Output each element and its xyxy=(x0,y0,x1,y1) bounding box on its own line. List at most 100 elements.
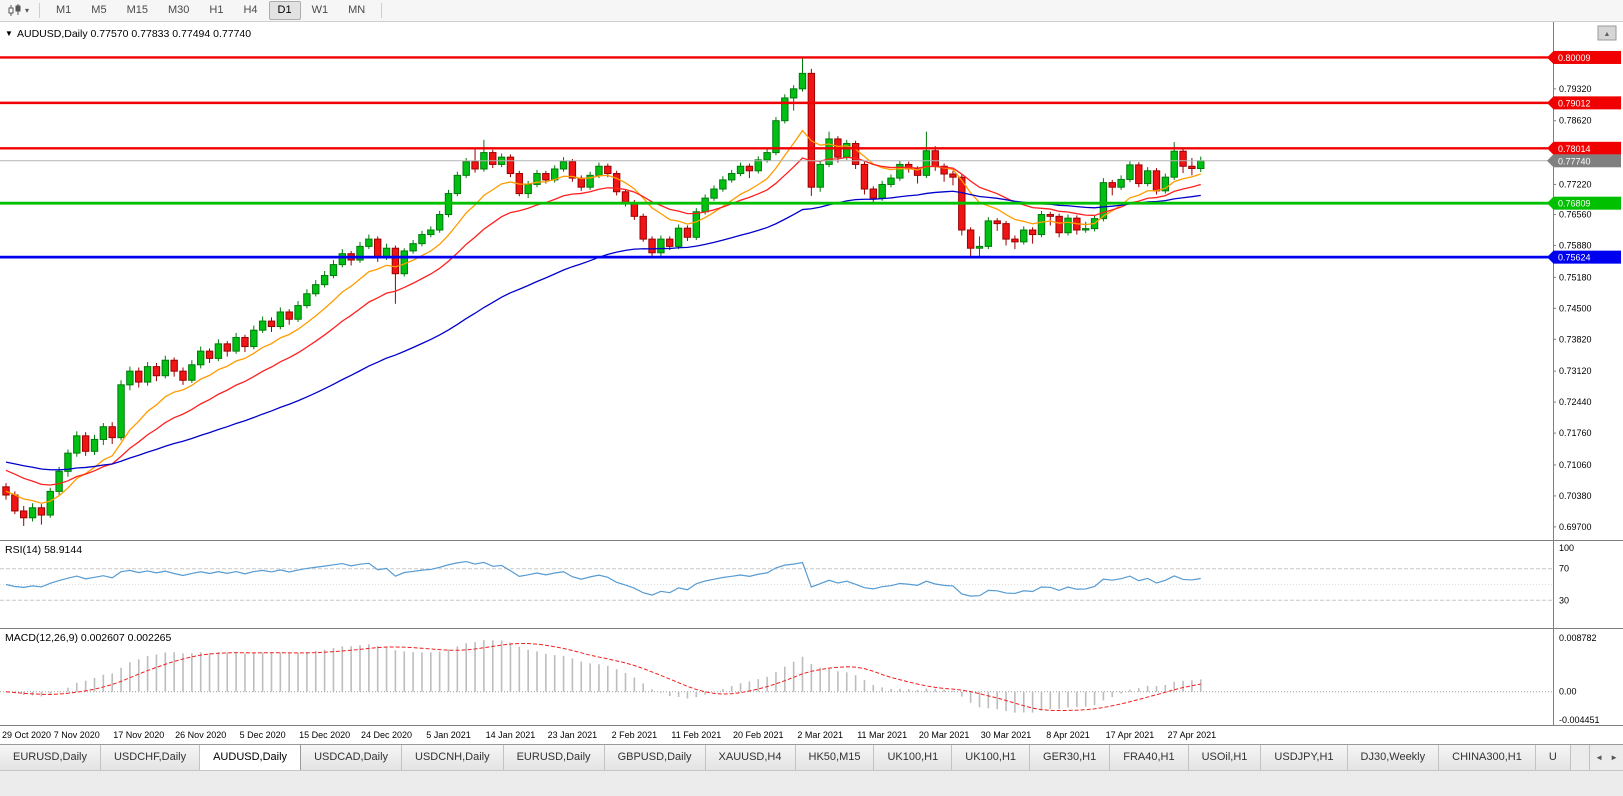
price-tick-label: 0.70380 xyxy=(1559,491,1592,501)
chart-type-button[interactable]: ▾ xyxy=(4,3,33,18)
macd-bar xyxy=(757,679,760,692)
macd-bar xyxy=(297,652,299,692)
macd-bar xyxy=(598,664,600,692)
macd-bar xyxy=(1005,691,1007,712)
candle-body xyxy=(577,177,585,188)
candle-body xyxy=(20,510,28,519)
chart-tab-eurusd-daily[interactable]: EURUSD,Daily xyxy=(503,745,605,770)
macd-bar xyxy=(969,691,972,703)
chart-tab-ger30-h1[interactable]: GER30,H1 xyxy=(1030,745,1111,770)
candle-body xyxy=(612,173,621,193)
timeframe-button-m15[interactable]: M15 xyxy=(126,4,148,16)
chart-tab-u[interactable]: U xyxy=(1535,745,1571,770)
chart-tab-usdcnh-daily[interactable]: USDCNH,Daily xyxy=(402,745,504,770)
candle-body xyxy=(188,364,196,381)
chart-tab-uk100-h1[interactable]: UK100,H1 xyxy=(952,745,1031,770)
candle-body xyxy=(356,245,364,261)
macd-bar xyxy=(686,691,689,699)
chart-tab-usdchf-daily[interactable]: USDCHF,Daily xyxy=(100,745,201,770)
hline-price-badge-label: 0.75624 xyxy=(1558,253,1591,263)
candle-body xyxy=(674,227,683,247)
macd-bar xyxy=(642,683,644,692)
macd-bar xyxy=(1182,680,1184,692)
candle-body xyxy=(1135,164,1143,185)
candle-body xyxy=(471,161,479,170)
macd-bar xyxy=(651,689,653,692)
current-price-badge xyxy=(1553,154,1621,168)
candle-body xyxy=(975,245,984,249)
macd-bar xyxy=(1067,691,1069,708)
macd-bar xyxy=(1111,691,1114,698)
candle-body xyxy=(338,253,347,266)
date-label: 11 Mar 2021 xyxy=(857,730,907,740)
chart-tab-xauusd-h4[interactable]: XAUUSD,H4 xyxy=(705,745,796,770)
candle-body xyxy=(312,284,320,295)
candle-body xyxy=(728,173,736,181)
macd-bar xyxy=(545,653,547,692)
date-label: 20 Feb 2021 xyxy=(733,730,784,740)
candle-body xyxy=(993,220,1001,225)
macd-bar xyxy=(509,642,512,692)
macd-bar xyxy=(474,642,476,692)
candle-body xyxy=(276,311,285,328)
chart-tab-uk100-h1[interactable]: UK100,H1 xyxy=(874,745,953,770)
hline-price-badge xyxy=(1553,250,1621,264)
chart-tab-usoil-h1[interactable]: USOil,H1 xyxy=(1188,745,1262,770)
candle-body xyxy=(303,293,311,307)
macd-bar xyxy=(899,688,901,692)
toolbar-separator xyxy=(381,3,383,18)
chart-tab-usdjpy-h1[interactable]: USDJPY,H1 xyxy=(1261,745,1348,770)
candle-body xyxy=(55,470,63,492)
timeframe-button-m5[interactable]: M5 xyxy=(91,4,107,16)
tab-scroll-left-icon[interactable]: ◄ xyxy=(1595,753,1604,762)
timeframe-button-mn[interactable]: MN xyxy=(348,4,366,16)
candle-body xyxy=(949,173,957,178)
chart-tab-china300-h1[interactable]: CHINA300,H1 xyxy=(1439,745,1536,770)
price-tick-label: 0.72440 xyxy=(1559,397,1592,407)
candle-body xyxy=(489,152,497,165)
price-chart[interactable]: 0.793200.786200.779200.772200.765600.758… xyxy=(0,22,1623,744)
price-axis[interactable] xyxy=(1553,22,1623,726)
chart-tab-eurusd-daily[interactable]: EURUSD,Daily xyxy=(0,745,101,770)
chart-tab-hk50-m15[interactable]: HK50,M15 xyxy=(795,745,875,770)
tab-scroll-right-icon[interactable]: ► xyxy=(1610,753,1618,762)
candle-body xyxy=(869,188,877,199)
macd-bar xyxy=(810,663,813,692)
timeframe-button-m1[interactable]: M1 xyxy=(56,4,72,16)
date-label: 24 Dec 2020 xyxy=(361,730,412,740)
macd-bar xyxy=(934,688,937,692)
macd-bar xyxy=(244,653,246,692)
rsi-axis-label: 70 xyxy=(1559,564,1569,574)
date-label: 26 Nov 2020 xyxy=(175,730,226,740)
chart-tab-gbpusd-daily[interactable]: GBPUSD,Daily xyxy=(604,745,706,770)
macd-bar xyxy=(1102,691,1105,701)
chart-tab-dj30-weekly[interactable]: DJ30,Weekly xyxy=(1347,745,1440,770)
macd-bar xyxy=(792,661,795,692)
timeframe-button-d1[interactable]: D1 xyxy=(268,1,301,20)
chart-scroll-button[interactable] xyxy=(1597,25,1617,41)
macd-bar xyxy=(217,652,220,692)
candle-body xyxy=(37,507,46,516)
rsi-axis-label: 30 xyxy=(1559,595,1569,605)
candle-body xyxy=(763,152,771,161)
candle-body xyxy=(683,227,692,238)
chart-tab-audusd-daily[interactable]: AUDUSD,Daily xyxy=(200,745,302,770)
macd-bar xyxy=(341,646,344,692)
timeframe-button-m30[interactable]: M30 xyxy=(167,4,190,16)
candle-body xyxy=(1188,165,1196,170)
timeframe-button-h1[interactable]: H1 xyxy=(209,4,224,16)
macd-bar xyxy=(1084,691,1087,707)
candle-body xyxy=(1152,170,1161,192)
macd-bar xyxy=(571,658,574,692)
candle-body xyxy=(860,163,869,190)
chart-collapse-icon[interactable]: ▼ xyxy=(5,29,13,38)
timeframe-button-h4[interactable]: H4 xyxy=(243,4,258,16)
chart-tab-fra40-h1[interactable]: FRA40,H1 xyxy=(1110,745,1189,770)
time-axis[interactable] xyxy=(0,726,1623,744)
macd-axis-label: -0.004451 xyxy=(1559,715,1600,725)
chart-tab-usdcad-daily[interactable]: USDCAD,Daily xyxy=(301,745,403,770)
macd-bar xyxy=(350,646,352,692)
candle-body xyxy=(126,370,134,386)
candle-body xyxy=(710,188,718,199)
timeframe-button-w1[interactable]: W1 xyxy=(311,4,329,16)
